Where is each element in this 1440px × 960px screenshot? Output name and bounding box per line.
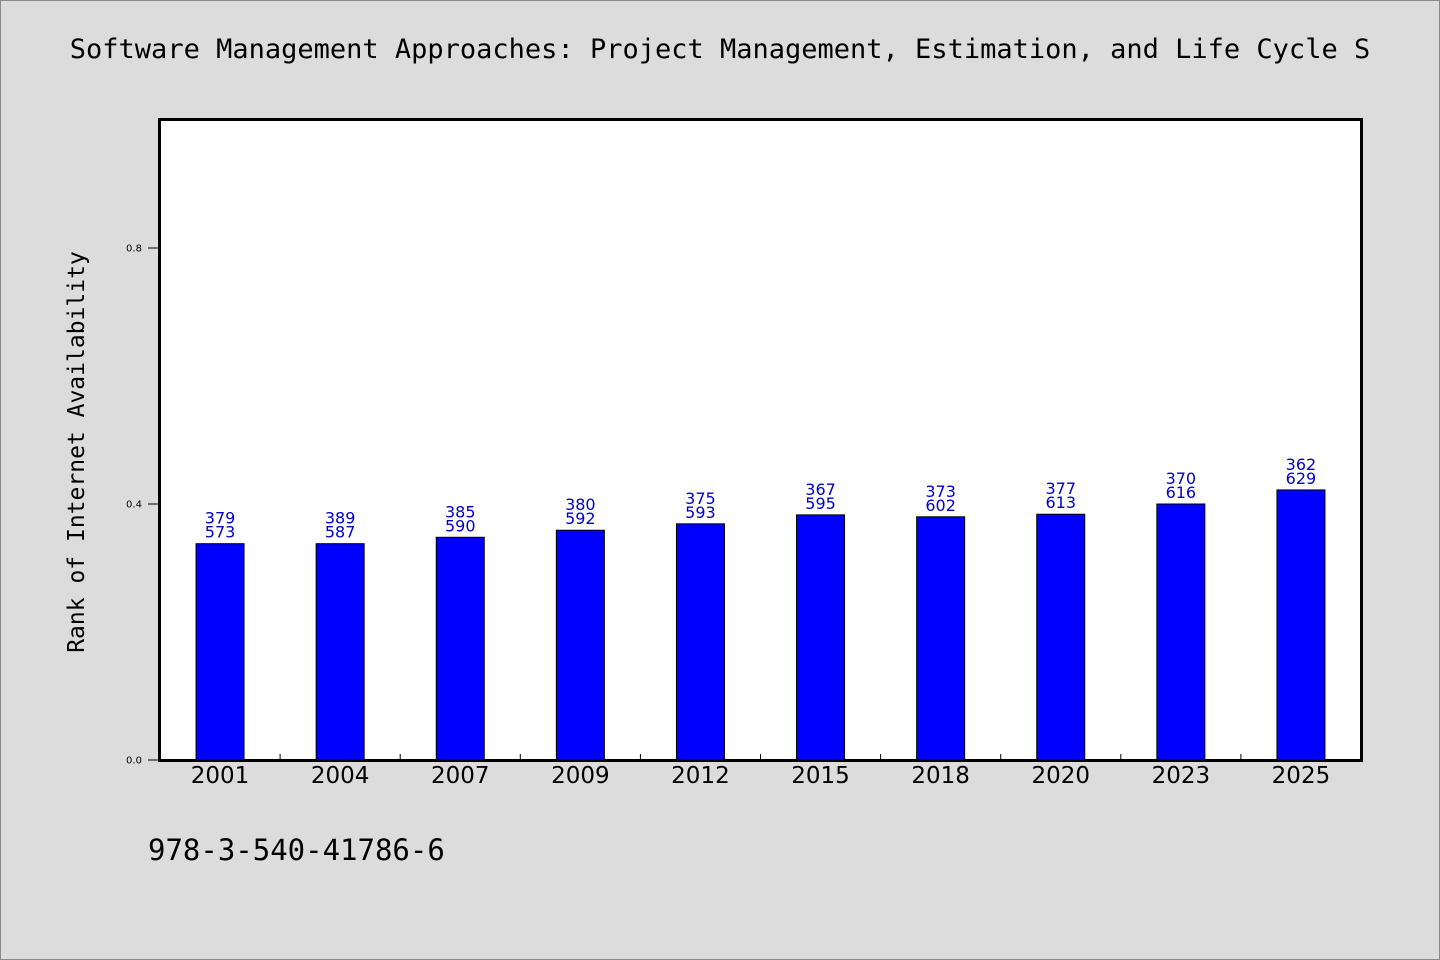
bar [1156, 503, 1206, 761]
value-labels-group: 3795733895873855903805923755933675953736… [205, 455, 1316, 542]
bar [435, 536, 485, 761]
bar-value-label-bottom: 629 [1286, 469, 1317, 488]
bar-value-label-top: 373 [925, 482, 956, 501]
x-axis-ticks [279, 754, 1242, 760]
bar [1276, 489, 1326, 761]
x-tick-label: 2001 [191, 763, 250, 789]
x-tick-label: 2025 [1272, 763, 1331, 789]
bars-group [195, 489, 1326, 761]
y-axis-ticks: 0.0 0.4 0.8 [126, 244, 160, 767]
bar-value-label-top: 375 [685, 489, 716, 508]
x-tick-label: 2004 [311, 763, 370, 789]
bar-value-label-top: 367 [805, 480, 836, 499]
bar-value-label-bottom: 616 [1166, 483, 1197, 502]
bar-value-label-top: 377 [1045, 479, 1076, 498]
bar-value-label-bottom: 592 [565, 509, 596, 528]
y-tick-label: 0.0 [126, 756, 142, 767]
bar-value-label-top: 380 [565, 495, 596, 514]
footer-isbn: 978-3-540-41786-6 [148, 833, 445, 867]
bar-value-label-bottom: 590 [445, 516, 476, 535]
chart-title: Software Management Approaches: Project … [69, 34, 1371, 65]
bar [315, 543, 365, 761]
bar [675, 523, 725, 761]
bar-value-label-bottom: 593 [685, 503, 716, 522]
x-tick-label: 2023 [1152, 763, 1211, 789]
bar-value-label-bottom: 602 [925, 496, 956, 515]
x-tick-label: 2015 [791, 763, 850, 789]
bar-value-label-top: 370 [1166, 469, 1197, 488]
bar-value-label-bottom: 573 [205, 523, 236, 542]
bar-value-label-top: 379 [205, 509, 236, 528]
bar-value-label-top: 389 [325, 509, 356, 528]
bar [195, 543, 245, 761]
bar-value-label-top: 362 [1286, 455, 1317, 474]
bar-value-label-bottom: 595 [805, 494, 836, 513]
y-tick-label: 0.4 [126, 500, 142, 511]
bar [796, 514, 846, 761]
y-tick-label: 0.8 [126, 244, 142, 255]
x-tick-label: 2007 [431, 763, 490, 789]
bar [1036, 513, 1086, 761]
bar-value-label-top: 385 [445, 502, 476, 521]
x-tick-label: 2009 [551, 763, 610, 789]
x-tick-label: 2020 [1031, 763, 1090, 789]
x-tick-label: 2012 [671, 763, 730, 789]
bar-value-label-bottom: 613 [1045, 493, 1076, 512]
bar-value-label-bottom: 587 [325, 523, 356, 542]
x-tick-label: 2018 [911, 763, 970, 789]
bar [916, 516, 966, 761]
x-axis-labels: 2001 2004 2007 2009 2012 2015 2018 2020 2023 2025 [191, 763, 1330, 789]
bar [555, 529, 605, 761]
